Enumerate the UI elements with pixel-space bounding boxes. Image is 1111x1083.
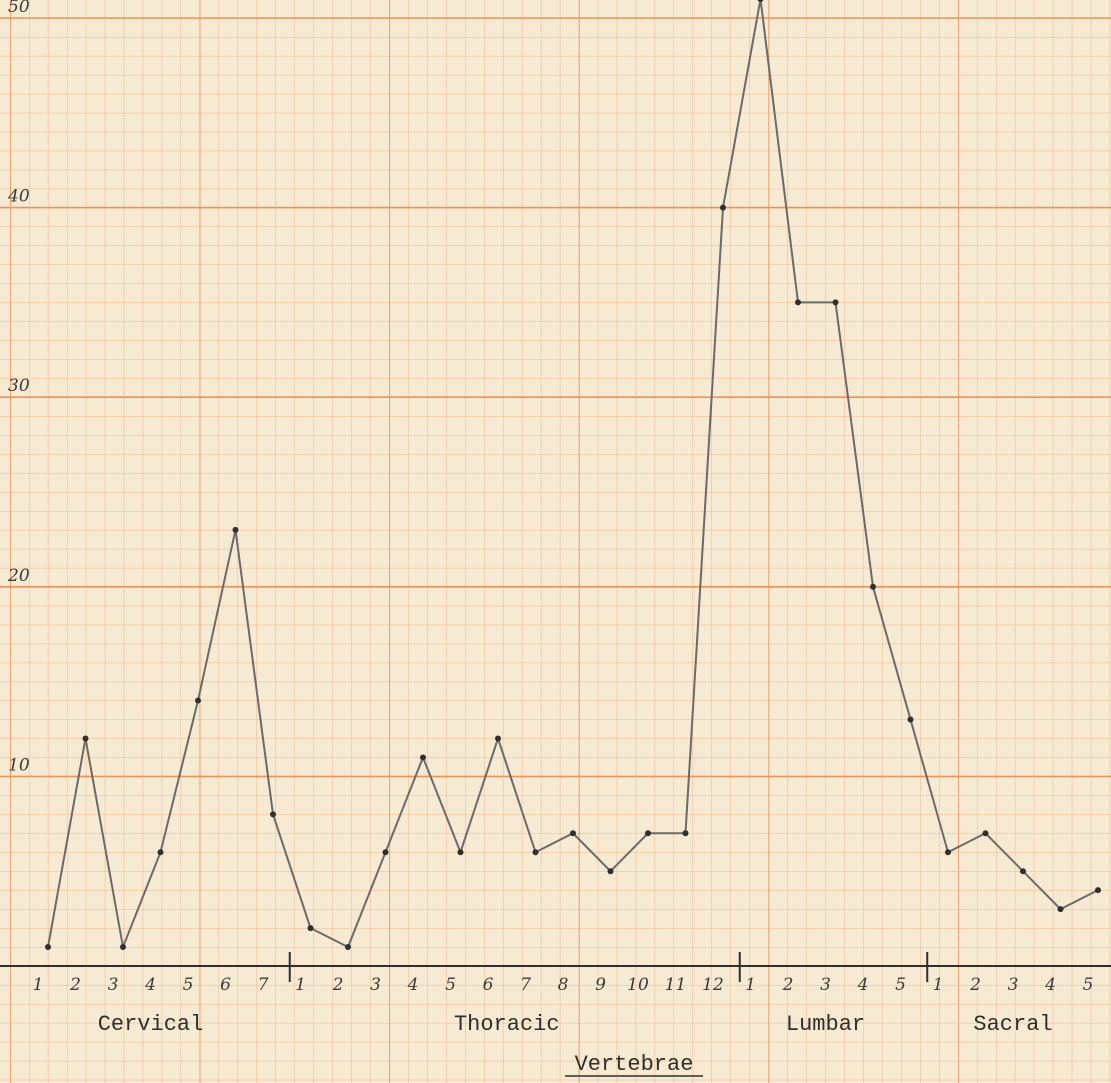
y-tick-label: 20 [7,566,30,586]
y-tick-label: 10 [8,755,30,775]
x-tick-label: 2 [332,975,344,995]
y-tick-label: 30 [8,376,30,396]
x-tick-label: 9 [595,975,606,995]
x-tick-label: 5 [445,975,456,995]
data-point [383,849,389,855]
data-point [420,754,426,760]
data-point [1095,887,1101,893]
x-tick-label: 1 [295,975,306,995]
group-label: Sacral [973,1012,1052,1037]
x-tick-label: 7 [258,975,269,995]
data-point [233,527,239,533]
x-tick-label: 4 [1044,975,1056,995]
x-tick-label: 2 [782,975,794,995]
y-tick-label: 40 [7,187,30,207]
data-point [795,299,801,305]
data-point [45,944,51,950]
data-point [1020,868,1026,874]
paper-major-grid [0,0,1111,1083]
data-point [983,830,989,836]
x-tick-label: 3 [820,975,831,995]
x-tick-label: 4 [407,975,419,995]
x-tick-label: 2 [969,975,981,995]
x-tick-label: 2 [69,975,81,995]
x-tick-label: 4 [857,975,869,995]
x-tick-label: 3 [370,975,381,995]
x-axis-label: Vertebrae [575,1052,694,1077]
y-tick-label: 50 [8,0,30,17]
x-tick-label: 10 [627,975,649,995]
page: {"chart_data": {"type": "line", "x_label… [0,0,1111,1083]
data-point [945,849,951,855]
x-tick-label: 1 [933,975,944,995]
x-tick-label: 12 [702,975,724,995]
x-tick-label: 6 [483,975,494,995]
x-tick-label: 4 [144,975,156,995]
data-point [645,830,651,836]
data-point [908,717,914,723]
x-tick-label: 3 [108,975,119,995]
data-point [833,299,839,305]
x-tick-label: 5 [895,975,906,995]
data-point [720,205,726,211]
data-point [345,944,351,950]
x-tick-label: 5 [183,975,194,995]
x-tick-label: 8 [558,975,569,995]
data-point [683,830,689,836]
data-point [1058,906,1064,912]
x-tick-label: 7 [520,975,531,995]
data-point [158,849,164,855]
x-tick-label: 1 [33,975,44,995]
x-tick-label: 5 [1083,975,1094,995]
data-point [195,698,201,704]
data-point [83,735,89,741]
data-point [458,849,464,855]
data-point [608,868,614,874]
x-tick-label: 11 [665,975,687,995]
data-point [120,944,126,950]
x-tick-label: 1 [745,975,756,995]
data-point [533,849,539,855]
data-point [570,830,576,836]
group-label: Cervical [98,1012,204,1037]
group-label: Thoracic [454,1012,560,1037]
x-tick-label: 3 [1008,975,1019,995]
chart: 10203040501234567Cervical123456789101112… [0,0,1111,1083]
group-label: Lumbar [786,1012,865,1037]
data-point [270,811,276,817]
data-point [308,925,314,931]
x-tick-label: 6 [220,975,231,995]
data-point [870,584,876,590]
data-point [495,735,501,741]
